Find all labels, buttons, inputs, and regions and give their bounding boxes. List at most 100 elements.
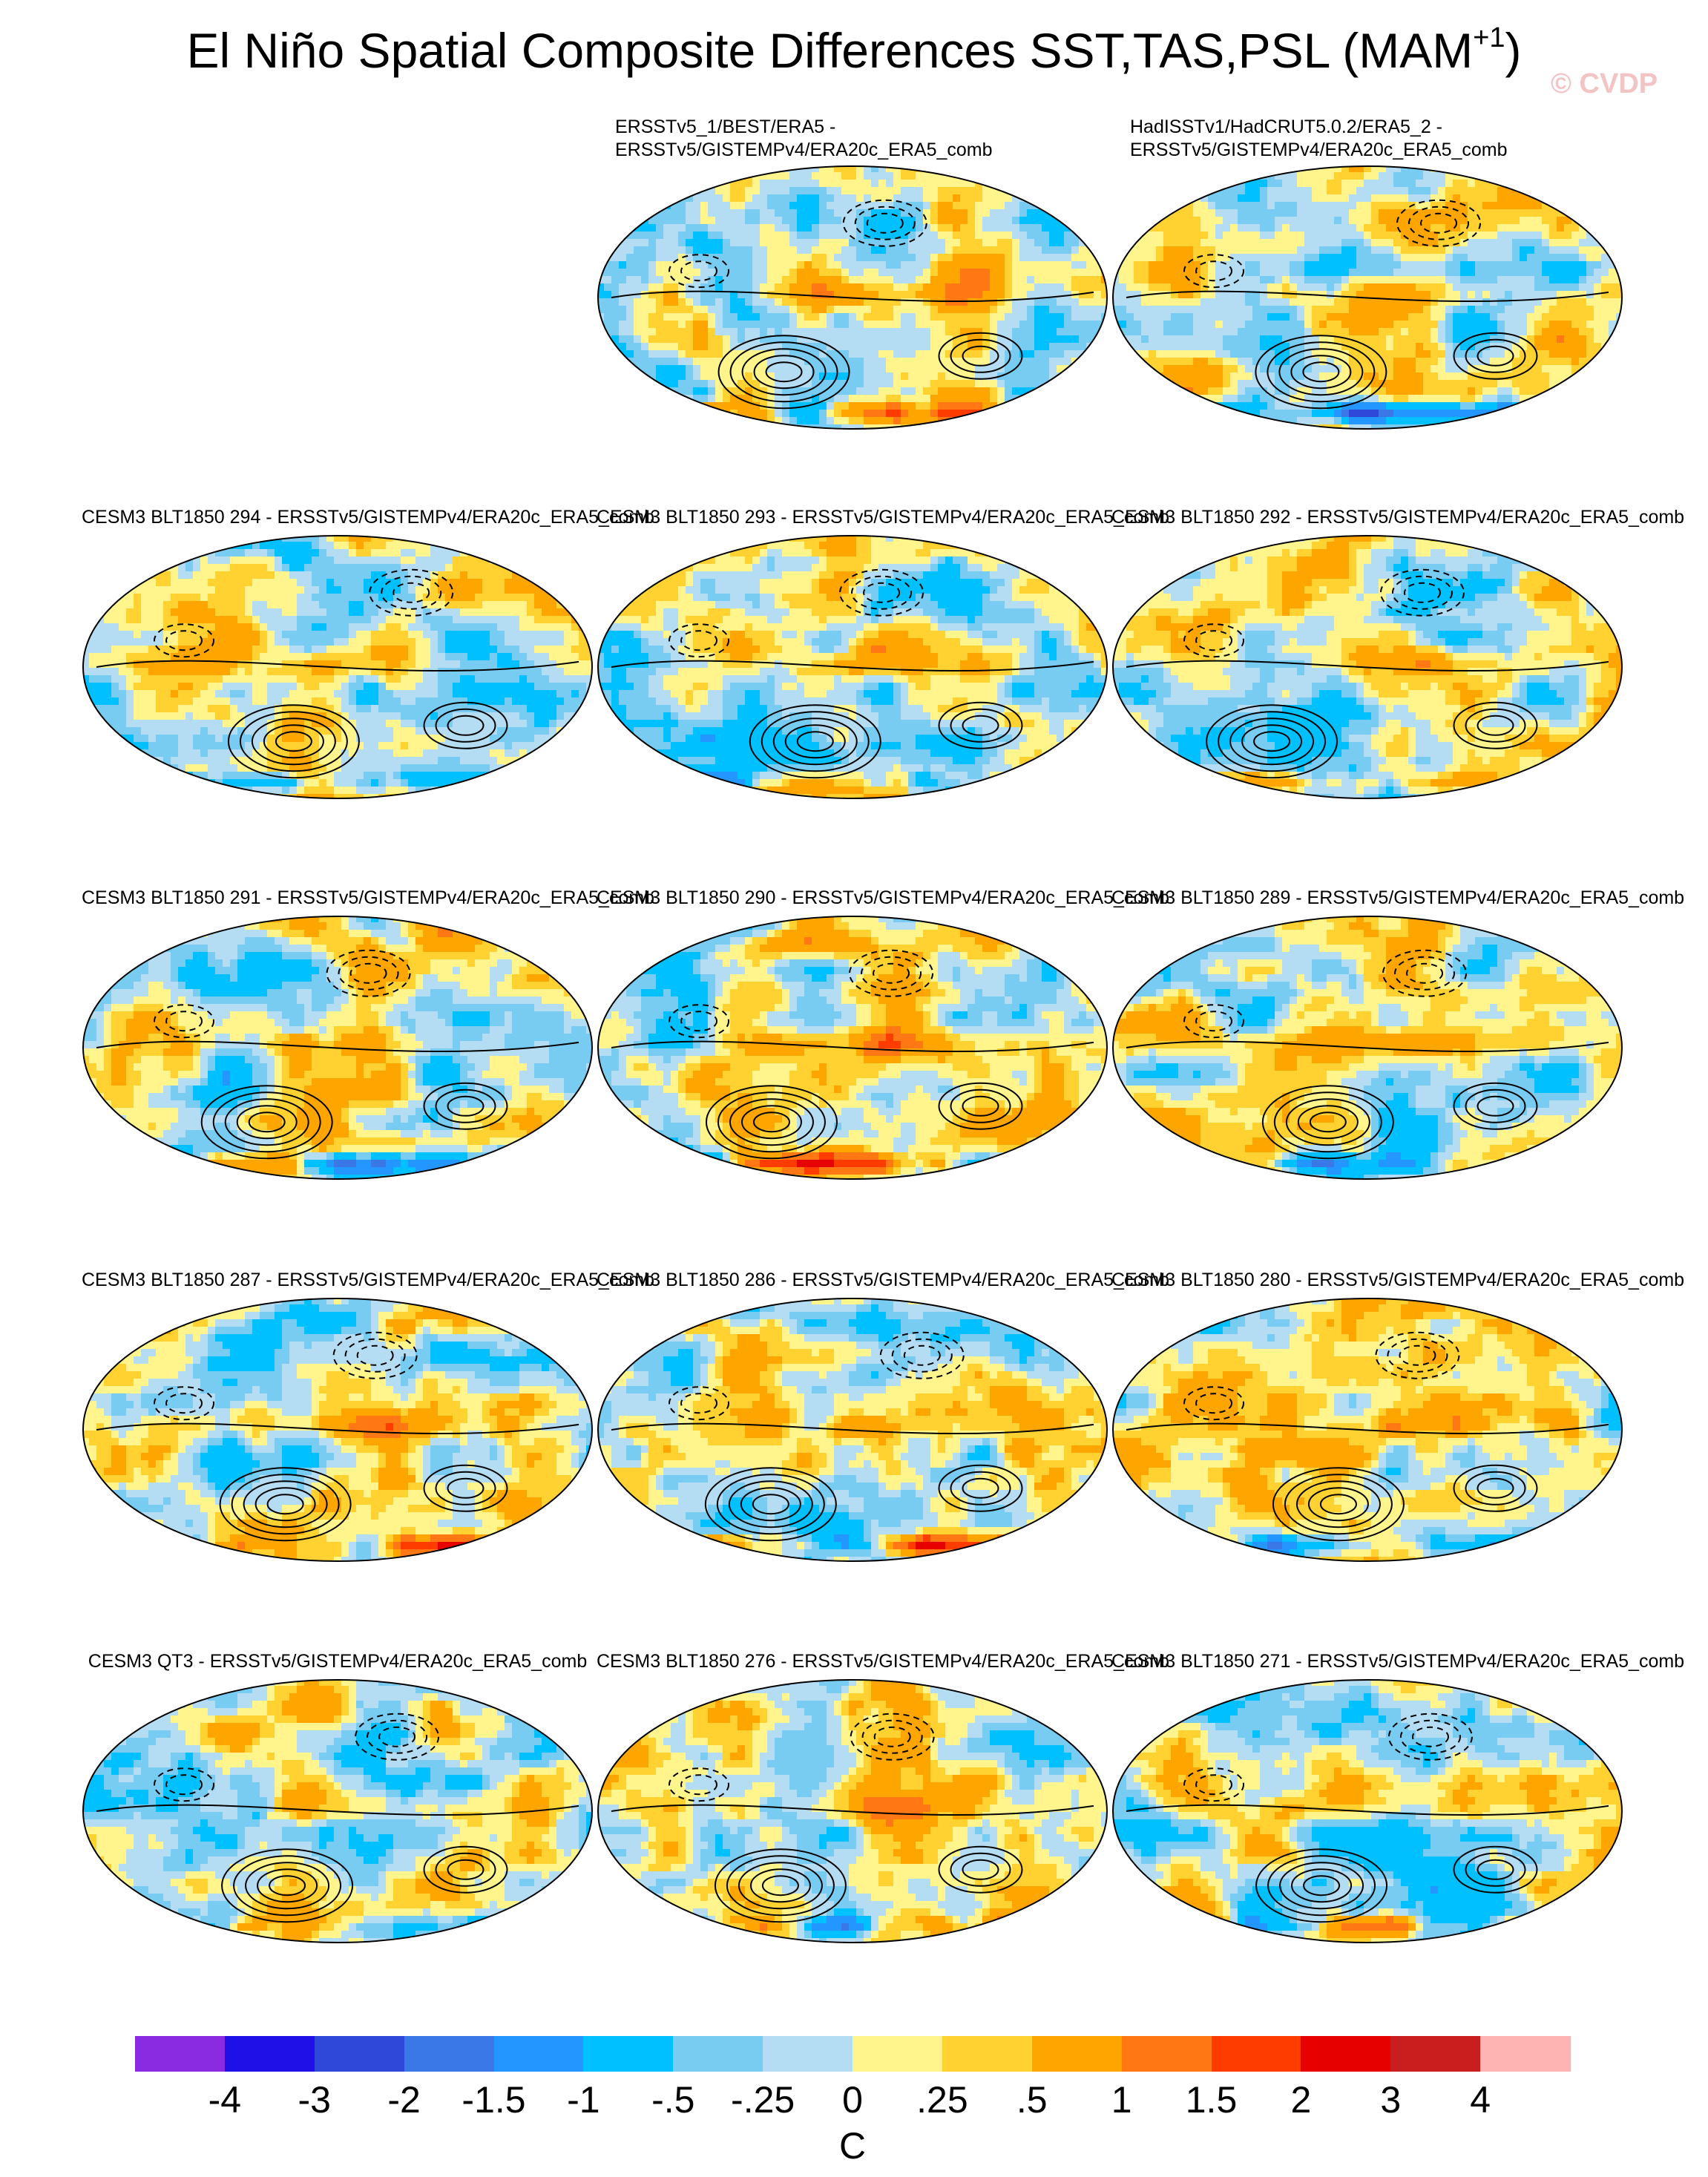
cvdp-watermark: © CVDP [1551,68,1658,100]
colorbar-tick-label: -1.5 [462,2079,525,2121]
colorbar-tick-label: -3 [298,2079,331,2121]
colorbar-box [404,2036,494,2072]
colorbar-box [942,2036,1033,2072]
map-panel-9 [597,1298,1108,1562]
colorbar-box [314,2036,405,2072]
map-outline [82,1298,593,1562]
map-outline [82,1679,593,1943]
panel-title-line: CESM3 BLT1850 291 - ERSSTv5/GISTEMPv4/ER… [82,887,654,910]
psl-contours [611,199,1094,410]
panel-title-line: CESM3 BLT1850 290 - ERSSTv5/GISTEMPv4/ER… [597,887,1169,910]
panel-title: HadISSTv1/HadCRUT5.0.2/ERA5_2 - ERSSTv5/G… [1130,116,1508,162]
panel-title-line: CESM3 BLT1850 287 - ERSSTv5/GISTEMPv4/ER… [82,1269,654,1292]
map-outline [1112,1298,1623,1562]
colorbar-box [763,2036,853,2072]
panel-title-line: CESM3 BLT1850 293 - ERSSTv5/GISTEMPv4/ER… [597,506,1169,529]
map-outline [597,916,1108,1180]
map-outline [82,916,593,1180]
panel-title-line: CESM3 BLT1850 289 - ERSSTv5/GISTEMPv4/ER… [1111,887,1684,910]
map-outline [82,535,593,799]
panel-title: CESM3 BLT1850 292 - ERSSTv5/GISTEMPv4/ER… [1111,506,1684,529]
colorbar-box [673,2036,763,2072]
chart-title-superscript: +1 [1473,22,1505,53]
map-panel-2 [82,535,593,799]
panel-title: CESM3 BLT1850 291 - ERSSTv5/GISTEMPv4/ER… [82,887,654,910]
panel-title-line: CESM3 BLT1850 286 - ERSSTv5/GISTEMPv4/ER… [597,1269,1169,1292]
colorbar-box [1480,2036,1571,2072]
colorbar-tick-label: 2 [1290,2079,1311,2121]
map-panel-1 [1112,165,1623,430]
colorbar [135,2036,1571,2072]
chart-title: El Niño Spatial Composite Differences SS… [0,21,1708,80]
panel-title-line: CESM3 BLT1850 294 - ERSSTv5/GISTEMPv4/ER… [82,506,654,529]
colorbar-tick-label: 4 [1470,2079,1491,2121]
panel-title-line: CESM3 BLT1850 276 - ERSSTv5/GISTEMPv4/ER… [597,1650,1169,1673]
map-outline [1112,535,1623,799]
panel-title-line: CESM3 QT3 - ERSSTv5/GISTEMPv4/ERA20c_ERA… [82,1650,594,1673]
psl-contours [611,568,1094,779]
panel-title-line: CESM3 BLT1850 280 - ERSSTv5/GISTEMPv4/ER… [1111,1269,1684,1292]
colorbar-box [583,2036,674,2072]
colorbar-tick-label: 1 [1111,2079,1132,2121]
colorbar-box [1121,2036,1212,2072]
colorbar-tick-label: 3 [1380,2079,1401,2121]
colorbar-tick-label: .5 [1016,2079,1048,2121]
colorbar-box [224,2036,315,2072]
panel-title: CESM3 BLT1850 287 - ERSSTv5/GISTEMPv4/ER… [82,1269,654,1292]
map-outline [597,535,1108,799]
psl-contours [611,949,1094,1160]
psl-contours [1126,1713,1609,1923]
panel-title-line: HadISSTv1/HadCRUT5.0.2/ERA5_2 - [1130,116,1508,139]
panel-title-line: ERSSTv5_1/BEST/ERA5 - [615,116,993,139]
colorbar-units-label: C [839,2125,866,2167]
psl-contours [1126,949,1609,1160]
panel-title-line: CESM3 BLT1850 292 - ERSSTv5/GISTEMPv4/ER… [1111,506,1684,529]
panel-title: CESM3 BLT1850 280 - ERSSTv5/GISTEMPv4/ER… [1111,1269,1684,1292]
map-panel-5 [82,916,593,1180]
psl-contours [611,1331,1094,1542]
colorbar-box [493,2036,584,2072]
map-panel-8 [82,1298,593,1562]
map-outline [597,1298,1108,1562]
colorbar-box [1031,2036,1123,2072]
map-panel-13 [1112,1679,1623,1943]
psl-contours [611,1713,1094,1923]
map-outline [1112,916,1623,1180]
map-outline [1112,165,1623,430]
map-panel-6 [597,916,1108,1180]
colorbar-tick-label: 1.5 [1186,2079,1238,2121]
map-panel-3 [597,535,1108,799]
panel-title: ERSSTv5_1/BEST/ERA5 - ERSSTv5/GISTEMPv4/E… [615,116,993,162]
chart-title-text: El Niño Spatial Composite Differences SS… [186,23,1473,78]
panel-title: CESM3 BLT1850 289 - ERSSTv5/GISTEMPv4/ER… [1111,887,1684,910]
map-panel-11 [82,1679,593,1943]
map-outline [597,165,1108,430]
map-outline [1112,1679,1623,1943]
map-panel-4 [1112,535,1623,799]
colorbar-box [853,2036,943,2072]
map-outline [597,1679,1108,1943]
panel-title: CESM3 BLT1850 293 - ERSSTv5/GISTEMPv4/ER… [597,506,1169,529]
panel-title: CESM3 BLT1850 294 - ERSSTv5/GISTEMPv4/ER… [82,506,654,529]
psl-contours [96,1713,579,1923]
colorbar-tick-label: -1 [567,2079,600,2121]
colorbar-box [1390,2036,1481,2072]
colorbar-tick-label: -2 [387,2079,420,2121]
panel-title: CESM3 BLT1850 271 - ERSSTv5/GISTEMPv4/ER… [1111,1650,1684,1673]
panel-title-line: ERSSTv5/GISTEMPv4/ERA20c_ERA5_comb [1130,139,1508,162]
colorbar-tick-label: 0 [842,2079,863,2121]
psl-contours [1126,568,1609,779]
chart-title-end: ) [1505,23,1522,78]
panel-title: CESM3 QT3 - ERSSTv5/GISTEMPv4/ERA20c_ERA… [82,1650,594,1673]
map-panel-10 [1112,1298,1623,1562]
map-panel-12 [597,1679,1108,1943]
psl-contours [96,949,579,1160]
map-panel-7 [1112,916,1623,1180]
psl-contours [96,1331,579,1542]
colorbar-tick-label: .25 [916,2079,968,2121]
map-panel-0 [597,165,1108,430]
colorbar-tick-label: -.25 [731,2079,795,2121]
panel-title: CESM3 BLT1850 290 - ERSSTv5/GISTEMPv4/ER… [597,887,1169,910]
colorbar-tick-label: -4 [208,2079,241,2121]
